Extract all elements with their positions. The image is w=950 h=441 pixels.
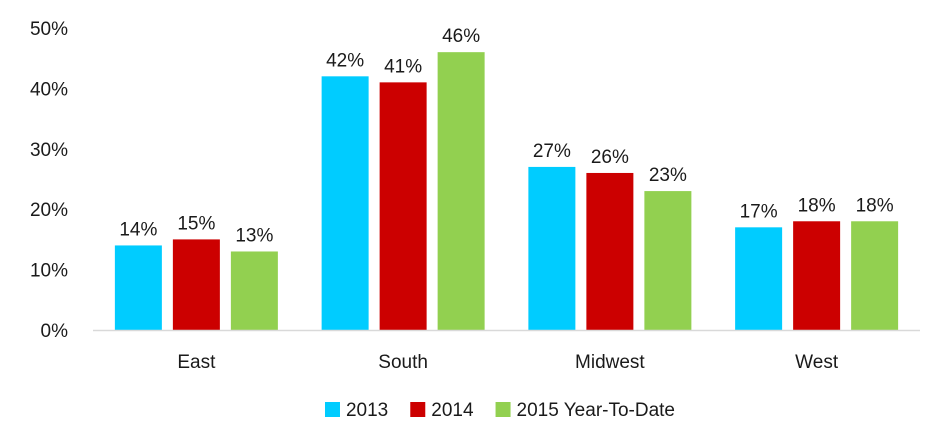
legend-label: 2015 Year-To-Date bbox=[517, 400, 675, 421]
data-label: 26% bbox=[591, 147, 629, 168]
y-tick-label: 30% bbox=[30, 140, 68, 161]
bar-west-2014 bbox=[793, 221, 841, 330]
legend-item: 2013 bbox=[324, 400, 388, 421]
bar-midwest-2014 bbox=[586, 172, 634, 330]
data-label: 42% bbox=[326, 50, 364, 71]
y-tick-label: 0% bbox=[41, 321, 69, 342]
bar-east-2014 bbox=[172, 239, 220, 330]
legend-swatch bbox=[495, 402, 511, 417]
data-label: 17% bbox=[740, 201, 778, 222]
y-tick-label: 40% bbox=[30, 79, 68, 100]
bar-east-2013 bbox=[114, 245, 162, 330]
data-label: 46% bbox=[442, 26, 480, 47]
bar-midwest-2013 bbox=[528, 166, 576, 330]
bars bbox=[114, 52, 899, 330]
data-label: 13% bbox=[235, 225, 273, 246]
data-label: 41% bbox=[384, 56, 422, 77]
data-label: 15% bbox=[177, 213, 215, 234]
legend-label: 2014 bbox=[431, 400, 474, 421]
data-label: 18% bbox=[798, 195, 836, 216]
category-label-south: South bbox=[378, 352, 428, 373]
y-tick-label: 20% bbox=[30, 200, 68, 221]
data-label: 27% bbox=[533, 141, 571, 162]
x-axis-category-labels: East South Midwest West bbox=[177, 352, 838, 373]
data-label: 14% bbox=[119, 219, 157, 240]
legend-swatch bbox=[324, 402, 340, 417]
data-label: 23% bbox=[649, 165, 687, 186]
data-labels: 14% 15% 13% 42% 41% 46% 27% 26% 23% 17% 18% 18% bbox=[119, 26, 893, 246]
category-label-east: East bbox=[177, 352, 216, 373]
legend: 2013 2014 2015 Year-To-Date bbox=[324, 400, 675, 421]
bar-south-2015-year-to-date bbox=[437, 52, 485, 330]
data-label: 18% bbox=[856, 195, 894, 216]
bar-south-2014 bbox=[379, 82, 427, 330]
bar-west-2015-year-to-date bbox=[851, 221, 899, 330]
bar-midwest-2015-year-to-date bbox=[644, 191, 692, 330]
bar-east-2015-year-to-date bbox=[230, 251, 278, 330]
bar-south-2013 bbox=[321, 76, 369, 330]
category-label-midwest: Midwest bbox=[575, 352, 645, 373]
bar-west-2013 bbox=[735, 227, 783, 330]
y-tick-label: 10% bbox=[30, 261, 68, 282]
category-label-west: West bbox=[795, 352, 839, 373]
legend-label: 2013 bbox=[346, 400, 388, 421]
y-tick-label: 50% bbox=[30, 19, 68, 40]
legend-item: 2015 Year-To-Date bbox=[495, 400, 675, 421]
legend-swatch bbox=[410, 402, 426, 417]
legend-item: 2014 bbox=[410, 400, 474, 421]
y-axis-ticks: 0% 10% 20% 30% 40% 50% bbox=[30, 19, 68, 342]
